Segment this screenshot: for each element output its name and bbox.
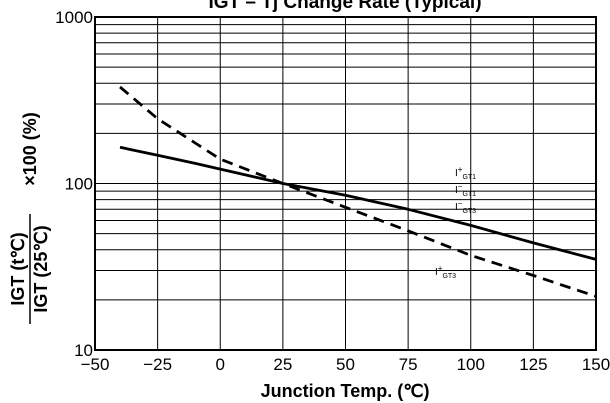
y-tick-label: 10 bbox=[74, 341, 93, 360]
x-tick-label: −25 bbox=[143, 355, 172, 374]
x-tick-label: 0 bbox=[216, 355, 225, 374]
plot-frame bbox=[94, 16, 597, 351]
series-line-solid bbox=[119, 145, 597, 261]
chart-title: IGT – Tj Change Rate (Typical) bbox=[208, 0, 481, 13]
x-tick-label: 50 bbox=[336, 355, 355, 374]
curve-label: I+GT3 bbox=[435, 264, 456, 280]
x-tick-label: 25 bbox=[273, 355, 292, 374]
y-axis-label: IGT (t℃) IGT (25℃) ×100 (%) bbox=[8, 112, 51, 324]
y-tick-label: 100 bbox=[65, 175, 93, 194]
x-tick-label: 100 bbox=[457, 355, 485, 374]
series-line-dashed bbox=[119, 85, 597, 298]
series-layer bbox=[119, 85, 597, 298]
curve-label: I−GT1 bbox=[455, 182, 476, 198]
x-tick-label: −50 bbox=[81, 355, 110, 374]
x-tick-label: 75 bbox=[399, 355, 418, 374]
tick-labels: −50 −25 0 25 50 75 100 125 150 10 100 1000 bbox=[55, 8, 610, 374]
y-axis-label-denominator: IGT (25℃) bbox=[31, 225, 51, 312]
x-axis-label: Junction Temp. (℃) bbox=[261, 381, 430, 401]
y-axis-label-numerator: IGT (t℃) bbox=[8, 232, 28, 305]
y-axis-label-suffix: ×100 (%) bbox=[20, 112, 40, 186]
curve-label: I+GT1 bbox=[455, 165, 476, 181]
x-tick-label: 125 bbox=[519, 355, 547, 374]
y-tick-label: 1000 bbox=[55, 8, 93, 27]
grid-lines bbox=[95, 17, 596, 350]
x-tick-label: 150 bbox=[582, 355, 610, 374]
curve-label: I−GT3 bbox=[455, 199, 476, 215]
